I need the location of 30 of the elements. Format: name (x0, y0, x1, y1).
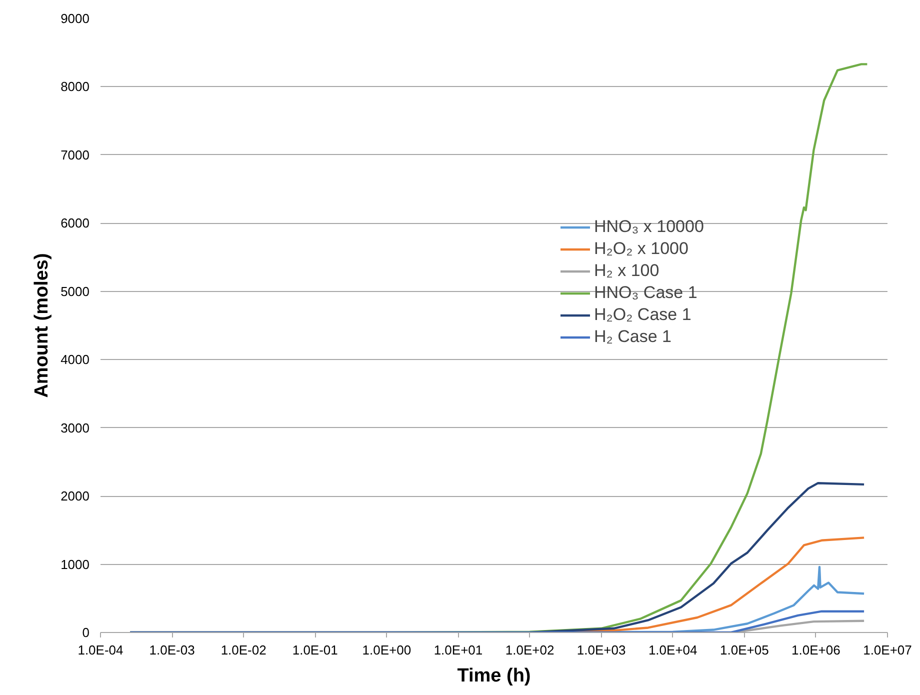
x-tick-label: 1.0E+03 (576, 642, 626, 658)
x-tick-label: 1.0E+04 (648, 642, 698, 658)
y-tick-label: 8000 (60, 79, 90, 94)
y-axis-title: Amount (moles) (32, 253, 53, 398)
x-tick-label: 1.0E-02 (220, 642, 266, 658)
y-tick-label: 9000 (60, 11, 90, 26)
legend-label: H₂ Case 1 (594, 327, 672, 347)
y-tick-label: 0 (82, 625, 90, 640)
x-axis-title: Time (h) (457, 666, 531, 686)
x-tick-label: 1.0E+07 (863, 642, 912, 658)
y-tick-label: 3000 (60, 420, 90, 436)
x-tick-label: 1.0E+01 (434, 642, 483, 658)
legend-label: HNO₃ x 10000 (594, 217, 704, 237)
x-tick-label: 1.0E+00 (362, 642, 412, 658)
y-tick-label: 5000 (60, 284, 90, 299)
y-tick-label: 7000 (60, 147, 90, 162)
x-tick-label: 1.0E+06 (792, 642, 840, 658)
y-tick-label: 4000 (60, 352, 90, 368)
x-tick-label: 1.0E-03 (149, 642, 195, 658)
x-tick-label: 1.0E+02 (505, 642, 554, 658)
x-tick-label: 1.0E+05 (720, 642, 769, 658)
legend-label: H₂O₂ x 1000 (594, 239, 688, 259)
legend-label: H₂O₂ Case 1 (594, 305, 692, 325)
y-tick-label: 6000 (60, 216, 90, 231)
x-tick-label: 1.0E-01 (292, 642, 338, 658)
legend-label: H₂ x 100 (594, 261, 660, 281)
y-tick-label: 2000 (60, 488, 90, 504)
legend-label: HNO₃ Case 1 (594, 283, 698, 303)
y-tick-label: 1000 (60, 556, 90, 572)
x-tick-label: 1.0E-04 (78, 642, 124, 658)
